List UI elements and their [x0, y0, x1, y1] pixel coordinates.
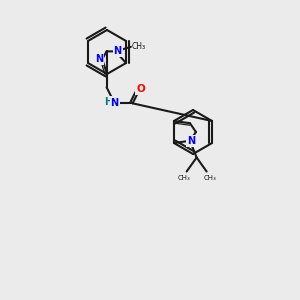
Text: N: N [187, 136, 195, 146]
Text: N: N [113, 46, 122, 56]
Text: CH₃: CH₃ [177, 175, 190, 181]
Text: N: N [95, 54, 103, 64]
Text: CH₃: CH₃ [132, 42, 146, 51]
Text: N: N [111, 98, 119, 108]
Text: H: H [105, 98, 113, 107]
Text: O: O [136, 84, 145, 94]
Text: CH₃: CH₃ [203, 175, 216, 181]
